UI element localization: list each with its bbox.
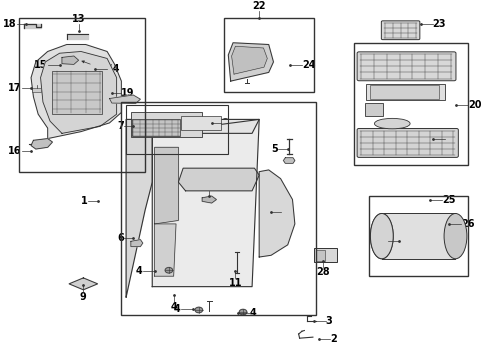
Polygon shape <box>62 56 78 64</box>
Text: 9: 9 <box>80 292 87 302</box>
Polygon shape <box>142 120 258 134</box>
Ellipse shape <box>370 213 393 259</box>
Text: 20: 20 <box>468 100 481 110</box>
Ellipse shape <box>443 213 466 259</box>
Text: 8: 8 <box>221 118 227 128</box>
Polygon shape <box>31 45 121 139</box>
FancyBboxPatch shape <box>380 21 419 40</box>
Text: 11: 11 <box>228 278 242 288</box>
Text: 13: 13 <box>72 14 85 24</box>
Text: 25: 25 <box>441 195 455 205</box>
Bar <box>121 102 316 315</box>
Ellipse shape <box>370 213 393 259</box>
Text: 15: 15 <box>34 60 47 70</box>
Bar <box>223 19 313 91</box>
Bar <box>368 196 468 276</box>
Bar <box>132 120 180 136</box>
Circle shape <box>195 307 202 313</box>
Bar <box>353 43 468 165</box>
Polygon shape <box>231 46 267 74</box>
Circle shape <box>165 267 172 273</box>
Polygon shape <box>152 120 258 287</box>
Polygon shape <box>41 51 116 134</box>
Text: 18: 18 <box>3 19 17 29</box>
Polygon shape <box>154 224 176 276</box>
Bar <box>52 71 102 114</box>
Text: 23: 23 <box>432 19 445 29</box>
Text: 12: 12 <box>280 207 293 217</box>
Text: 5: 5 <box>271 144 278 154</box>
Text: 24: 24 <box>302 60 315 70</box>
Polygon shape <box>178 168 258 191</box>
Ellipse shape <box>374 119 409 129</box>
FancyBboxPatch shape <box>356 52 455 81</box>
Polygon shape <box>126 120 152 297</box>
Text: 3: 3 <box>325 316 332 326</box>
Bar <box>126 105 228 154</box>
Text: 27: 27 <box>373 236 387 246</box>
Text: 4: 4 <box>174 304 181 314</box>
Bar <box>131 112 202 137</box>
Polygon shape <box>109 95 140 104</box>
Bar <box>32 88 41 92</box>
Polygon shape <box>31 139 52 149</box>
Text: 19: 19 <box>121 88 135 98</box>
Text: 2: 2 <box>330 334 336 344</box>
Circle shape <box>239 309 246 315</box>
FancyBboxPatch shape <box>356 129 457 157</box>
Polygon shape <box>228 43 273 81</box>
Text: 4: 4 <box>249 308 256 318</box>
Text: 28: 28 <box>316 267 330 277</box>
Bar <box>364 103 382 116</box>
Text: 21: 21 <box>444 134 457 144</box>
Text: 6: 6 <box>117 233 123 243</box>
Bar <box>181 116 221 130</box>
Bar <box>365 84 444 100</box>
Bar <box>19 19 145 172</box>
Text: 7: 7 <box>117 121 123 131</box>
Polygon shape <box>283 158 294 163</box>
Bar <box>315 250 325 261</box>
Polygon shape <box>258 170 294 257</box>
Polygon shape <box>202 196 216 203</box>
Bar <box>381 213 454 259</box>
Text: 10: 10 <box>202 181 215 191</box>
Bar <box>313 248 336 262</box>
Bar <box>369 85 438 99</box>
Polygon shape <box>131 240 142 247</box>
Text: 4: 4 <box>136 266 142 276</box>
Text: 14: 14 <box>107 64 121 74</box>
Text: 17: 17 <box>8 83 21 93</box>
Text: 1: 1 <box>81 196 88 206</box>
Polygon shape <box>154 147 178 224</box>
Text: 16: 16 <box>8 146 21 156</box>
Text: 26: 26 <box>460 219 474 229</box>
Text: 4: 4 <box>170 302 177 312</box>
Text: 22: 22 <box>252 1 265 11</box>
Polygon shape <box>69 278 97 290</box>
